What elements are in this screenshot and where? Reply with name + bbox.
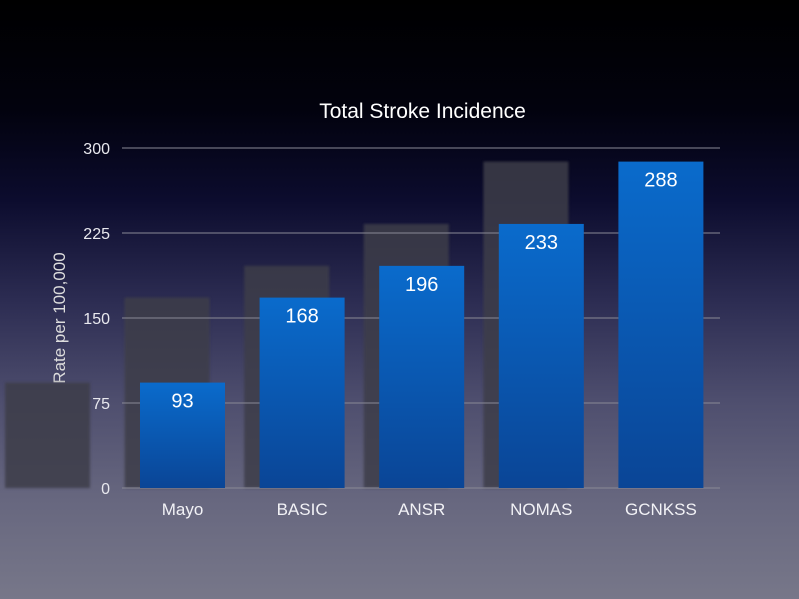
data-label: 168 <box>285 306 318 328</box>
y-tick-label: 150 <box>83 311 110 328</box>
y-tick-label: 225 <box>83 226 110 243</box>
x-tick-label: GCNKSS <box>625 500 697 519</box>
y-tick-label: 300 <box>83 141 110 158</box>
data-label: 288 <box>644 170 677 192</box>
data-label: 196 <box>405 274 438 296</box>
x-tick-label: Mayo <box>162 500 204 519</box>
x-tick-label: NOMAS <box>510 500 572 519</box>
y-tick-label: 0 <box>101 481 110 498</box>
chart-title: Total Stroke Incidence <box>319 100 526 123</box>
bar-gcnkss <box>618 161 704 488</box>
bar-basic <box>259 297 345 488</box>
bar-mayo <box>140 382 225 488</box>
data-label: 233 <box>525 232 558 254</box>
bar-ansr <box>379 265 465 488</box>
x-tick-label: BASIC <box>277 500 328 519</box>
data-label: 93 <box>171 391 193 413</box>
ghost-bar <box>5 382 90 488</box>
y-tick-label: 75 <box>92 396 110 413</box>
x-tick-label: ANSR <box>398 500 445 519</box>
bar-nomas <box>498 223 584 488</box>
